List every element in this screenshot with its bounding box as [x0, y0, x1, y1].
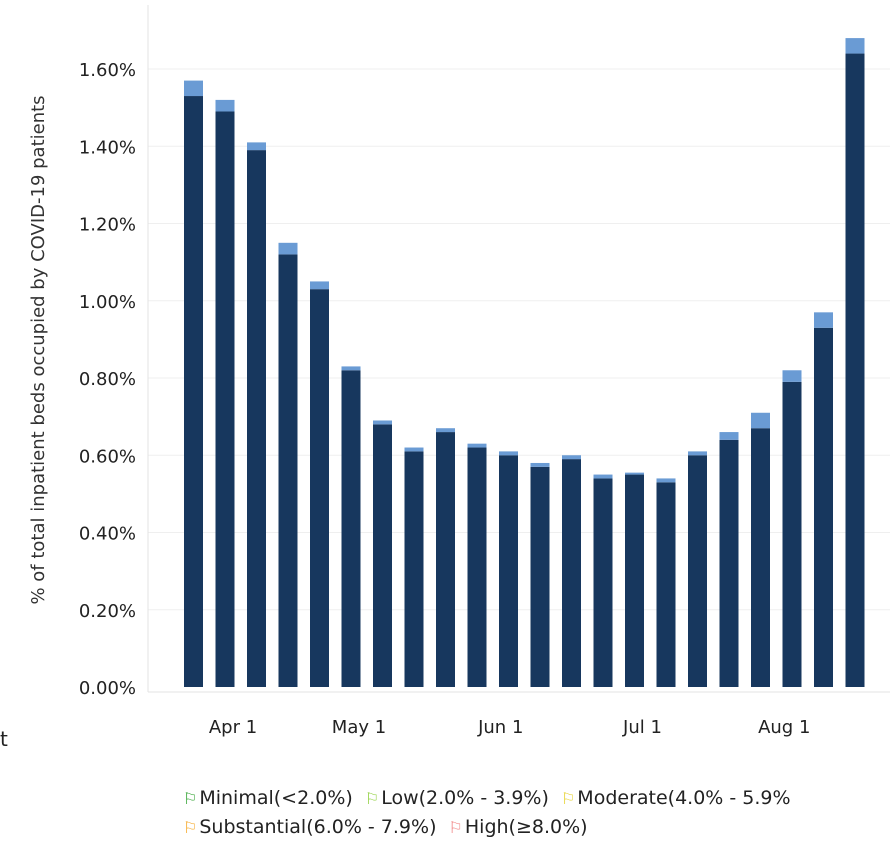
flag-icon: ⚐: [560, 789, 576, 808]
bar-segment-main: [278, 254, 298, 687]
flag-icon: ⚐: [183, 789, 198, 808]
legend-item-high: ⚐ High(≥8.0%): [449, 813, 588, 842]
flag-icon: ⚐: [183, 818, 198, 837]
bar-segment-top: [341, 366, 361, 371]
x-tick-label: Aug 1: [758, 717, 810, 738]
bar-segment-main: [845, 53, 865, 688]
y-tick-label: 0.00%: [79, 678, 136, 699]
legend-item-minimal: ⚐ Minimal(<2.0%): [183, 784, 353, 813]
bar-segment-main: [310, 289, 329, 687]
x-tick-label: Jun 1: [477, 717, 523, 738]
legend-label: Substantial(6.0% - 7.9%): [199, 816, 437, 838]
flag-icon: ⚐: [448, 818, 463, 837]
bar-segment-main: [814, 327, 833, 687]
legend-label: Moderate(4.0% - 5.9%: [577, 787, 791, 809]
y-tick-label: 0.40%: [79, 524, 136, 545]
bar-segment-top: [688, 451, 707, 456]
bar-segment-main: [184, 96, 203, 688]
legend-row-1: ⚐ Minimal(<2.0%) ⚐ Low(2.0% - 3.9%) ⚐ Moder…: [183, 784, 797, 813]
y-axis-title: % of total inpatient beds occupied by CO…: [28, 95, 49, 604]
legend-label: Low(2.0% - 3.9%): [381, 787, 549, 809]
legend-item-moderate: ⚐ Moderate(4.0% - 5.9%: [561, 784, 791, 813]
legend-label: High(≥8.0%): [464, 816, 588, 838]
bar-segment-top: [215, 99, 235, 112]
bar-segment-main: [341, 370, 361, 687]
legend-item-substantial: ⚐ Substantial(6.0% - 7.9%): [183, 813, 437, 842]
bar-segment-main: [373, 424, 392, 687]
bar-segment-top: [751, 412, 770, 429]
y-tick-label: 1.00%: [79, 292, 136, 313]
legend-row-2: ⚐ Substantial(6.0% - 7.9%) ⚐ High(≥8.0%): [183, 813, 797, 842]
y-tick-labels: 0.00% 0.20% 0.40% 0.60% 0.80% 1.00% 1.20% 1.40%…: [79, 60, 136, 699]
legend: ⚐ Minimal(<2.0%) ⚐ Low(2.0% - 3.9%) ⚐ Moder…: [183, 784, 797, 842]
bar-segment-main: [688, 455, 707, 687]
bar-chart: 0.00% 0.20% 0.40% 0.60% 0.80% 1.00% 1.20% 1.40%…: [28, 5, 890, 738]
bar-segment-top: [184, 80, 203, 97]
bar-segment-top: [467, 443, 487, 448]
bars-group: [184, 38, 865, 688]
bar-segment-top: [310, 281, 329, 290]
bar-segment-top: [278, 242, 298, 255]
bar-segment-main: [751, 428, 770, 687]
bar-segment-main: [782, 381, 802, 687]
bar-segment-main: [593, 478, 613, 687]
bar-segment-top: [247, 142, 266, 151]
bar-segment-top: [499, 451, 518, 456]
bar-segment-main: [404, 451, 424, 687]
bar-segment-main: [467, 447, 487, 687]
bar-segment-top: [845, 38, 865, 54]
x-tick-label: May 1: [332, 717, 386, 738]
bar-segment-top: [562, 455, 581, 460]
bar-segment-main: [530, 466, 550, 687]
bar-segment-main: [562, 459, 581, 687]
bar-segment-top: [782, 370, 802, 382]
y-tick-label: 0.60%: [79, 446, 136, 467]
bar-segment-top: [719, 432, 739, 440]
x-tick-label: Jul 1: [622, 717, 662, 738]
bar-segment-top: [625, 472, 644, 475]
legend-label: Minimal(<2.0%): [199, 787, 353, 809]
bar-segment-main: [436, 432, 455, 687]
x-tick-label: Apr 1: [209, 717, 257, 738]
stray-text: t: [0, 727, 8, 751]
y-tick-label: 0.80%: [79, 369, 136, 390]
y-tick-label: 1.40%: [79, 137, 136, 158]
bar-segment-top: [373, 420, 392, 425]
x-tick-labels: Apr 1 May 1 Jun 1 Jul 1 Aug 1: [209, 717, 811, 738]
bar-segment-top: [404, 447, 424, 452]
bar-segment-top: [530, 462, 550, 467]
y-tick-label: 1.20%: [79, 215, 136, 236]
y-tick-label: 0.20%: [79, 601, 136, 622]
y-tick-label: 1.60%: [79, 60, 136, 81]
bar-segment-main: [215, 111, 235, 688]
bar-segment-top: [656, 478, 676, 483]
bar-segment-main: [719, 439, 739, 687]
bar-segment-main: [625, 474, 644, 687]
legend-item-low: ⚐ Low(2.0% - 3.9%): [365, 784, 549, 813]
bar-segment-main: [499, 455, 518, 687]
gridlines: [148, 68, 890, 611]
bar-segment-main: [656, 482, 676, 687]
bar-segment-top: [593, 474, 613, 479]
bar-segment-main: [247, 150, 266, 688]
bar-segment-top: [814, 312, 833, 328]
bar-segment-top: [436, 428, 455, 433]
flag-icon: ⚐: [364, 789, 380, 808]
